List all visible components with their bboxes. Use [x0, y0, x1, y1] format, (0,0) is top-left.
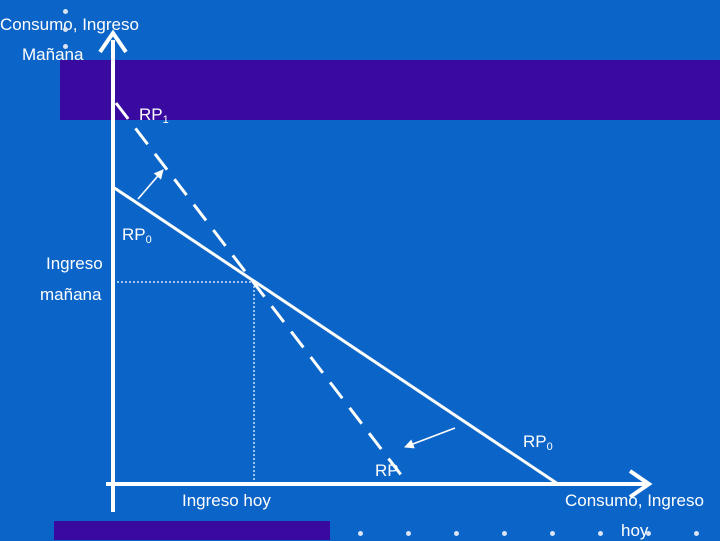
rp0-right-label-sub: 0 — [546, 441, 553, 453]
bullet-dot — [502, 531, 507, 536]
rp-bottom-label: RP — [375, 461, 399, 480]
rp0-right-label-main: RP — [523, 432, 547, 451]
rp0-left-label-main: RP — [122, 225, 146, 244]
y-axis-label-line1: Consumo, Ingreso — [0, 15, 139, 34]
bullet-dot — [550, 531, 555, 536]
bullet-dot — [63, 9, 68, 14]
rp1-label-main: RP — [139, 105, 163, 124]
y-axis-label-line2: Mañana — [22, 45, 84, 64]
x-axis-label-line1: Consumo, Ingreso — [565, 491, 704, 510]
header-band — [60, 60, 720, 120]
rp0-left-label-sub: 0 — [145, 234, 152, 246]
budget-line-rp0 — [112, 185, 559, 486]
income-today-label: Ingreso hoy — [182, 491, 271, 510]
x-axis-label-line2: hoy — [621, 521, 649, 540]
income-tomorrow-label-line1: Ingreso — [46, 254, 103, 273]
lower-shift-arrow — [404, 427, 456, 449]
rp1-label: RP1 — [139, 105, 169, 126]
bullet-dot — [598, 531, 603, 536]
budget-line-rp1 — [114, 102, 410, 485]
bullet-dot — [63, 27, 68, 32]
footer-band — [54, 521, 330, 540]
rp1-label-sub: 1 — [162, 114, 169, 126]
rp0-left-label: RP0 — [122, 225, 152, 246]
bullet-dot — [646, 531, 651, 536]
x-axis-arrowhead — [628, 469, 653, 499]
income-tomorrow-label-line2: mañana — [40, 285, 102, 304]
bullet-dot — [358, 531, 363, 536]
rp0-right-label: RP0 — [523, 432, 553, 453]
bullet-dot — [406, 531, 411, 536]
bullet-dot — [454, 531, 459, 536]
bullet-dot — [694, 531, 699, 536]
upper-shift-arrow — [137, 169, 164, 200]
bullet-dot — [63, 44, 68, 49]
y-axis-arrowhead — [98, 29, 128, 54]
